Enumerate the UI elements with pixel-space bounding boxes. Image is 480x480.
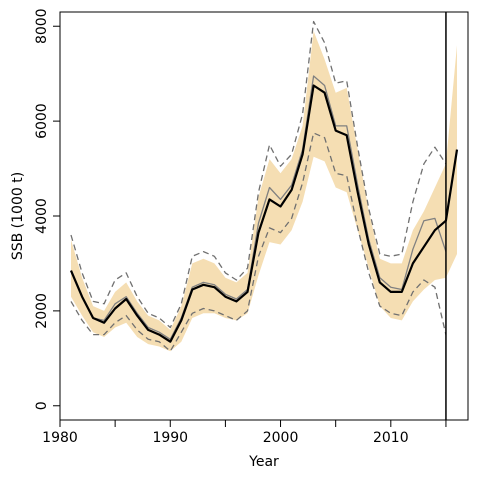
x-tick-label: 2010: [373, 430, 409, 446]
x-tick-label: 1990: [152, 430, 188, 446]
y-tick-label: 2000: [34, 293, 50, 329]
x-axis: 1980 1990 2000 2010: [42, 420, 447, 446]
x-axis-title: Year: [248, 454, 279, 470]
y-axis-title: SSB (1000 t): [10, 172, 26, 260]
y-axis: 0 2000 4000 6000 8000: [34, 8, 60, 410]
confidence-band: [71, 31, 457, 352]
retrospective-bound-line-3: [70, 132, 447, 352]
series-layer: [69, 20, 459, 352]
estimate-line: [69, 84, 459, 343]
y-tick-label: 4000: [34, 198, 50, 234]
x-tick-label: 2000: [263, 430, 299, 446]
y-tick-label: 0: [34, 401, 50, 410]
y-tick-label: 8000: [34, 8, 50, 44]
confidence-band-layer: [71, 31, 457, 352]
x-tick-label: 1980: [42, 430, 78, 446]
y-tick-label: 6000: [34, 103, 50, 139]
retrospective-line: [70, 75, 447, 340]
